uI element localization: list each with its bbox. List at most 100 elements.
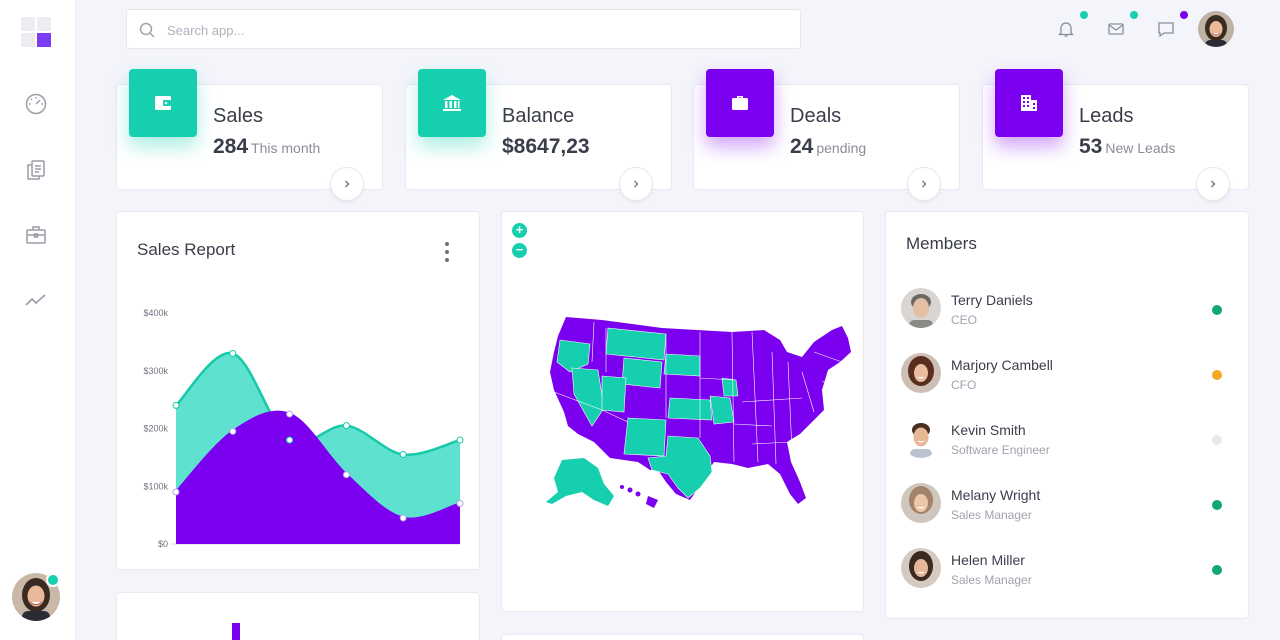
status-dot	[1212, 500, 1222, 510]
stat-details-button[interactable]	[1196, 167, 1230, 201]
member-avatar	[901, 353, 941, 393]
member-name: Kevin Smith	[951, 422, 1026, 438]
search-icon	[139, 22, 155, 38]
member-row[interactable]: Helen Miller Sales Manager	[886, 548, 1248, 608]
member-avatar	[901, 418, 941, 458]
stat-card-balance: Balance $8647,23	[405, 69, 672, 201]
stat-title: Sales	[213, 105, 264, 127]
y-tick-label: $0	[158, 539, 168, 549]
card-title: Sales Report	[137, 240, 236, 259]
member-row[interactable]: Terry Daniels CEO	[886, 288, 1248, 348]
member-role: Software Engineer	[951, 443, 1050, 457]
y-tick-label: $200k	[143, 424, 168, 434]
stat-title: Balance	[502, 105, 575, 127]
member-name: Terry Daniels	[951, 292, 1033, 308]
notification-bell-icon[interactable]	[1055, 18, 1077, 40]
data-point[interactable]	[342, 471, 350, 479]
status-dot	[1212, 435, 1222, 445]
stat-subtitle: New Leads	[1105, 140, 1176, 156]
data-point[interactable]	[172, 488, 180, 496]
stat-value: 284 This month	[213, 135, 321, 158]
chevron-right-icon	[922, 180, 927, 188]
state-borders	[553, 321, 843, 465]
data-point[interactable]	[229, 427, 237, 435]
stat-title: Deals	[790, 105, 842, 127]
trending-icon[interactable]	[22, 285, 50, 313]
status-dot	[1212, 305, 1222, 315]
member-row[interactable]: Melany Wright Sales Manager	[886, 483, 1248, 543]
chat-icon[interactable]	[1155, 18, 1177, 40]
briefcase-icon[interactable]	[22, 221, 50, 249]
member-row[interactable]: Marjory Cambell CFO	[886, 353, 1248, 413]
app-logo[interactable]	[21, 17, 51, 47]
state-illinois-teal	[721, 377, 739, 397]
search-input[interactable]	[167, 20, 767, 40]
bar-chart-card	[116, 592, 480, 640]
card-title: Members	[906, 234, 977, 253]
data-point[interactable]	[229, 349, 237, 357]
chevron-right-icon	[345, 180, 350, 188]
stat-details-button[interactable]	[619, 167, 653, 201]
data-point[interactable]	[342, 422, 350, 430]
sales-report-card: Sales Report $400k $300k $200k $100k $0	[116, 211, 480, 570]
state-hawaii	[620, 485, 658, 508]
data-point[interactable]	[286, 436, 294, 444]
state-south-dakota	[663, 353, 701, 377]
bottom-card	[501, 634, 864, 640]
data-point[interactable]	[172, 401, 180, 409]
state-wyoming	[621, 357, 663, 389]
data-point[interactable]	[399, 450, 407, 458]
member-name: Helen Miller	[951, 552, 1025, 568]
y-tick-label: $100k	[143, 481, 168, 491]
zoom-out-button[interactable]: −	[512, 243, 527, 258]
stat-subtitle: This month	[251, 140, 321, 156]
member-row[interactable]: Kevin Smith Software Engineer	[886, 418, 1248, 478]
bank-icon	[418, 69, 486, 137]
member-avatar	[901, 548, 941, 588]
state-montana	[605, 327, 667, 361]
stat-card-sales: Sales 284 This month	[116, 69, 383, 201]
stat-title: Leads	[1079, 105, 1134, 127]
chevron-right-icon	[1211, 180, 1216, 188]
user-avatar[interactable]	[1198, 11, 1234, 47]
usa-map-card: + −	[501, 211, 864, 612]
state-texas	[647, 435, 713, 499]
notification-badge	[1080, 11, 1088, 19]
data-point[interactable]	[286, 410, 294, 418]
member-avatar	[901, 483, 941, 523]
briefcase-icon	[706, 69, 774, 137]
stat-details-button[interactable]	[330, 167, 364, 201]
member-role: CEO	[951, 313, 978, 327]
data-point[interactable]	[399, 514, 407, 522]
dashboard-gauge-icon[interactable]	[22, 90, 50, 118]
search-bar[interactable]	[126, 9, 801, 49]
state-utah	[601, 375, 627, 413]
member-avatar	[901, 288, 941, 328]
state-nevada	[571, 367, 605, 427]
data-point[interactable]	[456, 436, 464, 444]
y-tick-label: $400k	[143, 308, 168, 318]
data-point[interactable]	[456, 500, 464, 508]
state-oregon	[556, 339, 591, 373]
stat-card-leads: Leads 53 New Leads	[982, 69, 1249, 201]
chat-badge	[1180, 11, 1188, 19]
online-status-dot	[46, 573, 60, 587]
area-series-1	[176, 411, 460, 544]
stat-value: 53 New Leads	[1079, 135, 1176, 158]
stat-value: $8647,23	[502, 135, 590, 158]
mail-icon[interactable]	[1105, 18, 1127, 40]
sidebar	[0, 0, 76, 640]
wallet-icon	[129, 69, 197, 137]
state-new-mexico	[623, 417, 667, 457]
y-tick-label: $300k	[143, 366, 168, 376]
documents-icon[interactable]	[22, 156, 50, 184]
usa-map	[546, 317, 851, 508]
status-dot	[1212, 565, 1222, 575]
stat-value: 24 pending	[790, 135, 867, 158]
more-options-icon[interactable]	[443, 242, 451, 262]
status-dot	[1212, 370, 1222, 380]
stat-details-button[interactable]	[907, 167, 941, 201]
avatar[interactable]	[12, 573, 60, 621]
member-role: Sales Manager	[951, 573, 1032, 587]
zoom-in-button[interactable]: +	[512, 223, 527, 238]
